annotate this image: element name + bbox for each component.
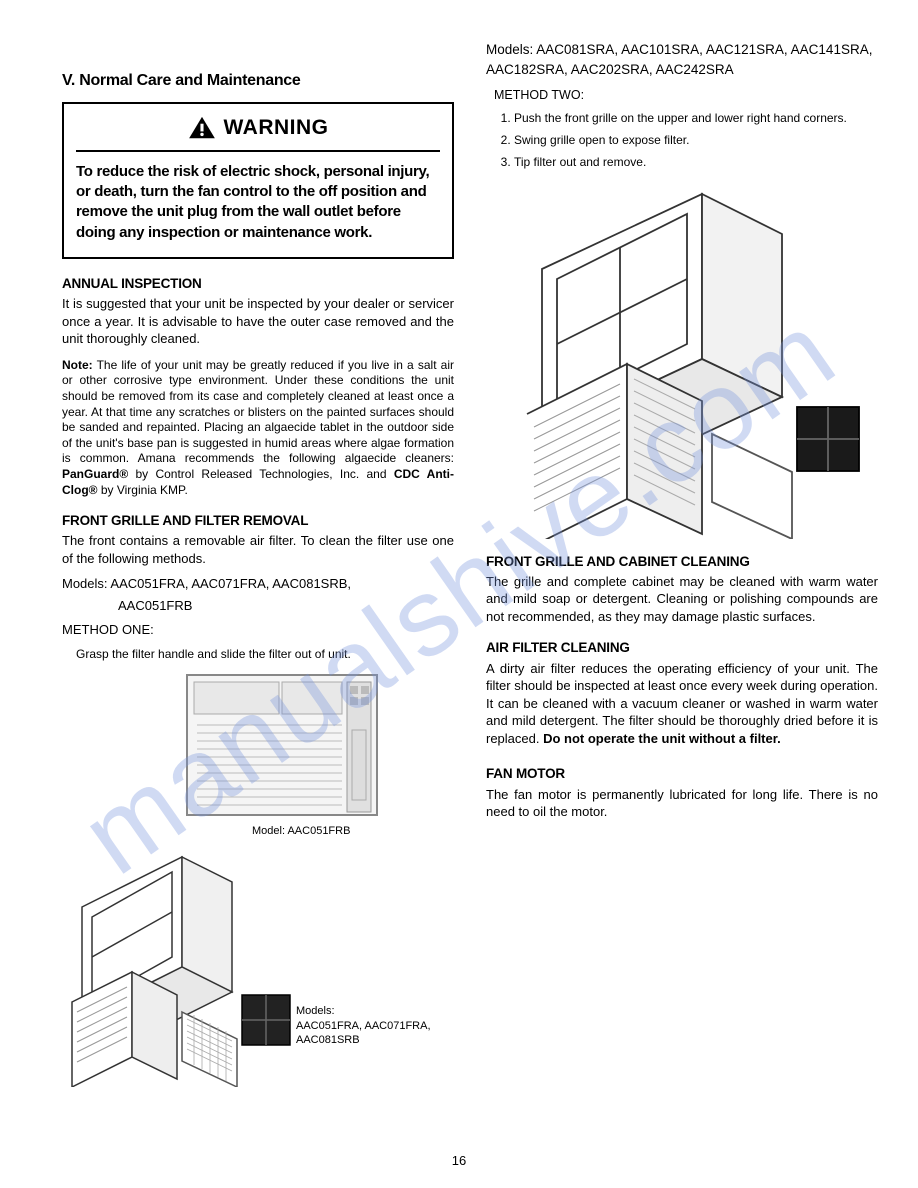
window-unit-illustration-small [62,847,292,1087]
left-column: V. Normal Care and Maintenance WARNING T… [62,40,458,1087]
grille-removal-head: FRONT GRILLE AND FILTER REMOVAL [62,512,454,530]
air-filter-para: A dirty air filter reduces the operating… [486,660,878,748]
note-mid: by Control Released Technologies, Inc. a… [128,467,394,481]
models-line-1b: AAC051FRB [62,597,454,615]
grille-removal-para: The front contains a removable air filte… [62,532,454,567]
cabinet-cleaning-head: FRONT GRILLE AND CABINET CLEANING [486,553,878,571]
method-two-label: METHOD TWO: [494,87,878,104]
warning-header: WARNING [76,114,440,152]
warning-box: WARNING To reduce the risk of electric s… [62,102,454,259]
annual-inspection-head: ANNUAL INSPECTION [62,275,454,293]
ac-front-illustration [182,670,382,820]
window-unit-illustration-large [502,179,862,539]
note-brand1: PanGuard® [62,467,128,481]
warning-body: To reduce the risk of electric shock, pe… [76,162,440,243]
cabinet-cleaning-para: The grille and complete cabinet may be c… [486,573,878,626]
page-number: 16 [0,1152,918,1170]
fig2-cap-head: Models: [296,1004,431,1018]
note-body: The life of your unit may be greatly red… [62,358,454,466]
figure-ac-front: Model: AAC051FRB [182,670,454,839]
method-two-steps: Push the front grille on the upper and l… [486,110,878,171]
note-tail: by Virginia KMP. [98,483,188,497]
fig2-cap-b: AAC081SRB [296,1033,431,1047]
figure2-caption: Models: AAC051FRA, AAC071FRA, AAC081SRB [296,1004,431,1047]
annual-inspection-para: It is suggested that your unit be inspec… [62,295,454,348]
figure1-caption: Model: AAC051FRB [252,824,350,839]
fig2-cap-a: AAC051FRA, AAC071FRA, [296,1019,431,1033]
air-filter-bold: Do not operate the unit without a filter… [543,731,781,746]
air-filter-head: AIR FILTER CLEANING [486,639,878,657]
fan-motor-head: FAN MOTOR [486,765,878,783]
figure-window-unit-row: Models: AAC051FRA, AAC071FRA, AAC081SRB [62,847,454,1087]
note-label: Note: [62,358,93,372]
note-para: Note: The life of your unit may be great… [62,358,454,498]
right-column: Models: AAC081SRA, AAC101SRA, AAC121SRA,… [482,40,878,1087]
step-2: Swing grille open to expose filter. [514,132,878,148]
page-content: V. Normal Care and Maintenance WARNING T… [0,0,918,1117]
step-3: Tip filter out and remove. [514,154,878,170]
method-one-label: METHOD ONE: [62,621,454,639]
method-one-step: Grasp the filter handle and slide the fi… [76,646,454,662]
warning-label: WARNING [224,114,329,142]
models-line-1a: Models: AAC051FRA, AAC071FRA, AAC081SRB, [62,575,454,593]
section-title: V. Normal Care and Maintenance [62,70,454,92]
figure-window-unit-large [486,179,878,539]
fan-motor-para: The fan motor is permanently lubricated … [486,786,878,821]
right-models: Models: AAC081SRA, AAC101SRA, AAC121SRA,… [486,40,878,79]
step-1: Push the front grille on the upper and l… [514,110,878,126]
warning-icon [188,116,216,140]
